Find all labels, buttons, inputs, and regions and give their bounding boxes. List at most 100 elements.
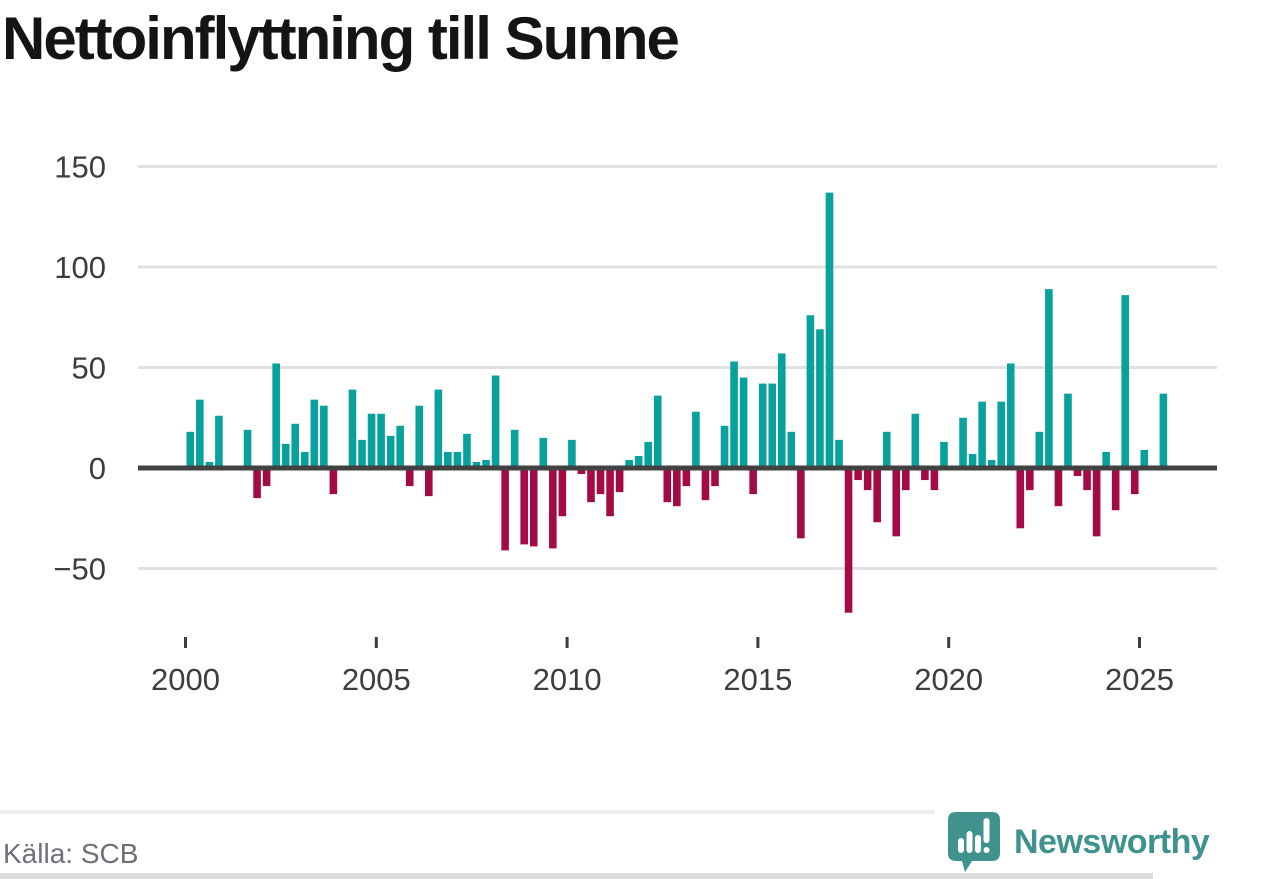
- bar-2005-q2: [386, 435, 395, 468]
- bar-2008-q4: [520, 468, 528, 545]
- bar-2007-q4: [482, 459, 490, 468]
- bar-2002-q1: [262, 468, 271, 487]
- bar-2000-q2: [196, 399, 204, 468]
- bar-2007-q2: [463, 433, 471, 468]
- y-tick-label-0: 0: [89, 451, 106, 486]
- bar-2022-q2: [1035, 431, 1044, 468]
- bar-2006-q4: [444, 451, 452, 468]
- bar-2016-q3: [816, 329, 824, 468]
- bar-2021-q1: [987, 459, 996, 468]
- bar-2000-q3: [205, 461, 214, 468]
- bar-2007-q3: [472, 461, 481, 468]
- bar-2020-q3: [968, 453, 977, 468]
- bar-2013-q2: [692, 411, 700, 468]
- bar-2002-q3: [281, 443, 290, 468]
- bar-2021-q2: [997, 401, 1005, 468]
- bar-2000-q4: [215, 415, 223, 468]
- bar-2017-q1: [835, 439, 843, 468]
- bar-2010-q2: [577, 468, 586, 475]
- bars: [186, 192, 1168, 613]
- bar-2003-q1: [300, 451, 309, 468]
- bar-2022-q4: [1054, 468, 1063, 507]
- bar-2015-q2: [768, 383, 777, 468]
- bar-2009-q2: [539, 437, 548, 468]
- x-tick-label-2000: 2000: [151, 662, 220, 697]
- y-tick-label-100: 100: [54, 250, 106, 285]
- bar-2019-q3: [930, 468, 939, 491]
- y-tick-label-50: 50: [72, 351, 106, 386]
- bar-2023-q3: [1083, 468, 1091, 491]
- bar-2018-q4: [902, 468, 910, 491]
- bar-2002-q2: [272, 363, 280, 468]
- bar-2016-q2: [806, 315, 815, 468]
- x-tick-label-2025: 2025: [1105, 662, 1174, 697]
- bar-2020-q2: [959, 417, 967, 468]
- bar-2007-q1: [453, 451, 462, 468]
- bar-2014-q4: [749, 468, 757, 495]
- bar-2019-q1: [911, 413, 920, 468]
- bar-2021-q3: [1006, 363, 1015, 468]
- chart-title: Nettoinflyttning till Sunne: [2, 5, 680, 72]
- bar-2002-q4: [291, 423, 300, 468]
- bar-2024-q1: [1102, 451, 1110, 468]
- bar-2009-q3: [549, 468, 557, 549]
- bar-2012-q3: [663, 468, 672, 503]
- bar-2004-q2: [348, 389, 357, 468]
- bar-2004-q4: [367, 413, 376, 468]
- bar-2018-q1: [873, 468, 881, 523]
- newsworthy-wordmark: Newsworthy: [1014, 822, 1210, 861]
- bar-2008-q1: [491, 375, 500, 468]
- x-tick-label-2005: 2005: [342, 662, 411, 697]
- bar-2017-q3: [854, 468, 862, 481]
- bar-2016-q4: [825, 192, 834, 468]
- bar-2025-q1: [1140, 449, 1149, 468]
- bar-2008-q2: [501, 468, 509, 551]
- bar-2019-q2: [921, 468, 929, 481]
- bar-2001-q3: [243, 429, 252, 468]
- bar-2012-q1: [644, 441, 653, 468]
- bar-2000-q1: [186, 431, 195, 468]
- bar-2018-q2: [882, 431, 891, 468]
- bar-2024-q2: [1111, 468, 1120, 511]
- bar-2010-q3: [587, 468, 595, 503]
- bar-2011-q4: [634, 455, 643, 468]
- bar-2005-q3: [396, 425, 404, 468]
- newsworthy-logo: Newsworthy: [946, 810, 1258, 874]
- bar-2011-q3: [625, 459, 633, 468]
- bar-2022-q1: [1026, 468, 1034, 491]
- bar-2003-q4: [329, 468, 338, 495]
- bar-2012-q2: [653, 395, 662, 468]
- y-axis-labels: 150 100 50 0 −50: [53, 150, 106, 587]
- bar-2013-q1: [682, 468, 691, 487]
- bar-2015-q3: [777, 353, 786, 468]
- bar-2003-q2: [310, 399, 319, 468]
- bar-2019-q4: [940, 441, 948, 468]
- bar-2020-q4: [978, 401, 986, 468]
- bar-2013-q3: [701, 468, 710, 501]
- footer-divider-strip: [0, 810, 935, 814]
- bar-2015-q1: [758, 383, 767, 468]
- bar-2006-q1: [415, 405, 424, 468]
- bar-2024-q3: [1121, 295, 1130, 468]
- newsworthy-bubble-icon: [948, 812, 1000, 872]
- gridlines: [138, 165, 1217, 570]
- bar-2023-q4: [1092, 468, 1101, 537]
- bar-2024-q4: [1130, 468, 1139, 495]
- bar-2010-q4: [596, 468, 605, 495]
- bar-2009-q4: [558, 468, 567, 517]
- bar-2004-q3: [358, 439, 366, 468]
- bar-2021-q4: [1016, 468, 1025, 529]
- bar-2022-q3: [1045, 289, 1053, 468]
- bar-2006-q3: [434, 389, 443, 468]
- bottom-strip: [0, 873, 1153, 879]
- bar-2012-q4: [673, 468, 681, 507]
- bar-2005-q1: [377, 413, 385, 468]
- bar-2014-q1: [720, 425, 729, 468]
- bar-2014-q2: [730, 361, 738, 468]
- x-tick-label-2015: 2015: [723, 662, 792, 697]
- bar-2013-q4: [711, 468, 719, 487]
- bar-2017-q2: [844, 468, 853, 613]
- bar-2009-q1: [529, 468, 538, 547]
- bar-2008-q3: [510, 429, 519, 468]
- bar-2011-q1: [606, 468, 614, 517]
